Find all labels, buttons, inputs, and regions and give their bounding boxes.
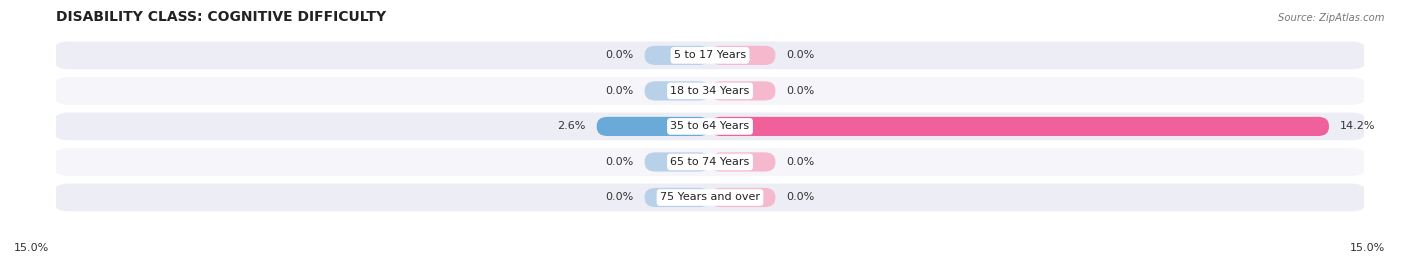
Text: 15.0%: 15.0% bbox=[1350, 243, 1385, 253]
Text: 5 to 17 Years: 5 to 17 Years bbox=[673, 50, 747, 60]
FancyBboxPatch shape bbox=[596, 117, 710, 136]
FancyBboxPatch shape bbox=[644, 46, 710, 65]
FancyBboxPatch shape bbox=[52, 184, 1368, 211]
FancyBboxPatch shape bbox=[52, 148, 1368, 176]
Text: DISABILITY CLASS: COGNITIVE DIFFICULTY: DISABILITY CLASS: COGNITIVE DIFFICULTY bbox=[56, 10, 387, 24]
FancyBboxPatch shape bbox=[644, 81, 710, 101]
Text: 0.0%: 0.0% bbox=[786, 50, 814, 60]
Text: 14.2%: 14.2% bbox=[1340, 121, 1375, 132]
FancyBboxPatch shape bbox=[710, 81, 776, 101]
FancyBboxPatch shape bbox=[710, 117, 1329, 136]
Text: 2.6%: 2.6% bbox=[557, 121, 586, 132]
Text: 65 to 74 Years: 65 to 74 Years bbox=[671, 157, 749, 167]
Text: 35 to 64 Years: 35 to 64 Years bbox=[671, 121, 749, 132]
FancyBboxPatch shape bbox=[710, 46, 776, 65]
FancyBboxPatch shape bbox=[644, 188, 710, 207]
Text: 0.0%: 0.0% bbox=[786, 157, 814, 167]
Text: 15.0%: 15.0% bbox=[14, 243, 49, 253]
FancyBboxPatch shape bbox=[52, 112, 1368, 140]
FancyBboxPatch shape bbox=[710, 152, 776, 172]
FancyBboxPatch shape bbox=[644, 152, 710, 172]
Text: 0.0%: 0.0% bbox=[606, 157, 634, 167]
Text: 0.0%: 0.0% bbox=[786, 86, 814, 96]
FancyBboxPatch shape bbox=[52, 77, 1368, 105]
Text: 18 to 34 Years: 18 to 34 Years bbox=[671, 86, 749, 96]
Text: 0.0%: 0.0% bbox=[606, 86, 634, 96]
Text: 0.0%: 0.0% bbox=[606, 193, 634, 203]
Text: Source: ZipAtlas.com: Source: ZipAtlas.com bbox=[1278, 13, 1385, 23]
Text: 75 Years and over: 75 Years and over bbox=[659, 193, 761, 203]
Legend: Male, Female: Male, Female bbox=[650, 264, 770, 269]
Text: 0.0%: 0.0% bbox=[786, 193, 814, 203]
Text: 0.0%: 0.0% bbox=[606, 50, 634, 60]
FancyBboxPatch shape bbox=[52, 41, 1368, 69]
FancyBboxPatch shape bbox=[710, 188, 776, 207]
